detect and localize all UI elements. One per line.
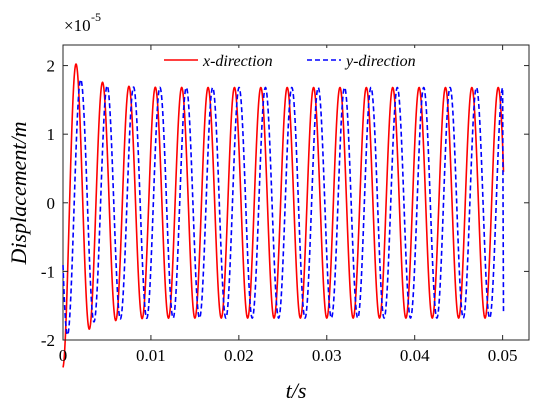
series-layer bbox=[62, 63, 505, 368]
y-tick-label: 2 bbox=[47, 57, 56, 76]
x-tick-label: 0.01 bbox=[136, 346, 166, 365]
y-multiplier: ×10 -5 bbox=[64, 10, 101, 35]
series-line-y-direction bbox=[62, 78, 505, 336]
y-tick-label: -1 bbox=[41, 262, 55, 281]
x-tick-label: 0 bbox=[59, 346, 68, 365]
series-line-x-direction bbox=[62, 63, 505, 368]
y-multiplier-exponent: -5 bbox=[91, 10, 101, 24]
y-tick-label: 1 bbox=[47, 125, 56, 144]
x-tick-label: 0.04 bbox=[400, 346, 430, 365]
ticks-layer: 0 0.01 0.02 0.03 0.04 0.05 -2 -1 0 1 2 bbox=[41, 45, 529, 365]
legend-label-x-direction: x-direction bbox=[202, 53, 273, 70]
y-multiplier-base: ×10 bbox=[64, 16, 91, 35]
y-tick-label: -2 bbox=[41, 331, 55, 350]
plot-area bbox=[62, 44, 530, 341]
legend-box bbox=[157, 48, 445, 72]
y-tick-label: 0 bbox=[47, 194, 56, 213]
x-tick-label: 0.02 bbox=[224, 346, 254, 365]
x-axis-label: t/s bbox=[286, 378, 307, 403]
legend-label-y-direction: y-direction bbox=[344, 53, 416, 70]
y-axis-label: Displacement/m bbox=[6, 122, 31, 266]
x-tick-label: 0.03 bbox=[312, 346, 342, 365]
x-tick-label: 0.05 bbox=[488, 346, 518, 365]
legend: x-direction y-direction bbox=[157, 48, 445, 72]
